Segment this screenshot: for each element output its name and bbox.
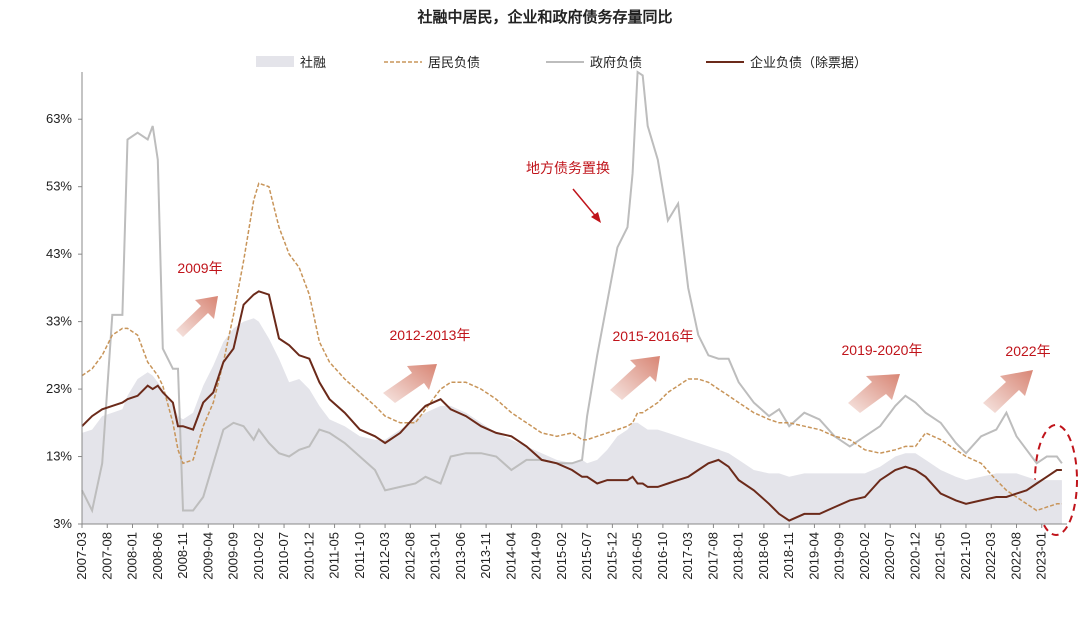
annotation: 2019-2020年: [842, 342, 923, 358]
x-tick-label: 2011-10: [352, 532, 367, 579]
pointer-head: [591, 212, 601, 223]
annotation: 2009年: [177, 260, 222, 276]
plot-area: [81, 70, 1063, 524]
line-series: [81, 70, 1063, 514]
x-tick-label: 2014-04: [503, 532, 518, 580]
x-tick-label: 2022-08: [1008, 532, 1023, 580]
x-tick-label: 2015-07: [579, 532, 594, 580]
line-series: [81, 182, 1062, 512]
legend-label: 居民负债: [428, 55, 480, 70]
x-tick-label: 2021-10: [958, 532, 973, 580]
x-tick-label: 2018-11: [781, 532, 796, 579]
x-tick-label: 2009-04: [200, 532, 215, 580]
x-tick-label: 2012-08: [402, 532, 417, 580]
x-tick-label: 2019-04: [806, 532, 821, 580]
annotation: 2015-2016年: [613, 328, 694, 344]
chart-title: 社融中居民，企业和政府债务存量同比: [416, 8, 672, 26]
arrow: [383, 364, 437, 403]
y-tick-label: 63%: [46, 111, 72, 126]
x-tick-label: 2007-08: [99, 532, 114, 580]
x-tick-label: 2017-08: [705, 532, 720, 580]
x-tick-label: 2008-01: [125, 532, 140, 580]
area-series: [82, 318, 1062, 524]
x-tick-label: 2008-11: [175, 532, 190, 579]
x-tick-label: 2010-02: [251, 532, 266, 580]
x-tick-label: 2015-02: [554, 532, 569, 580]
x-tick-label: 2023-01: [1034, 532, 1049, 580]
y-tick-label: 3%: [53, 516, 72, 531]
arrows: [176, 296, 1033, 413]
x-tick-label: 2007-03: [74, 532, 89, 580]
x-tick-label: 2017-03: [680, 532, 695, 580]
annotation: 地方债务置换: [526, 160, 610, 176]
x-tick-label: 2016-10: [655, 532, 670, 580]
x-tick-label: 2012-03: [377, 532, 392, 580]
x-tick-label: 2018-06: [756, 532, 771, 580]
legend-swatch: [256, 56, 294, 67]
x-tick-label: 2013-06: [453, 532, 468, 580]
y-tick-label: 53%: [46, 179, 72, 194]
legend-item: 居民负债: [384, 55, 480, 70]
x-tick-label: 2016-05: [630, 532, 645, 580]
y-tick-label: 23%: [46, 381, 72, 396]
x-tick-label: 2022-03: [983, 532, 998, 580]
x-tick-label: 2011-05: [327, 532, 342, 579]
legend-label: 政府负债: [590, 55, 642, 70]
x-tick-label: 2018-01: [731, 532, 746, 580]
arrow: [610, 356, 660, 400]
legend-item: 社融: [256, 55, 326, 70]
y-tick-label: 13%: [46, 449, 72, 464]
x-tick-label: 2021-05: [933, 532, 948, 580]
x-tick-label: 2010-07: [276, 532, 291, 580]
x-tick-label: 2019-09: [832, 532, 847, 580]
arrow: [983, 370, 1033, 413]
x-tick-label: 2014-09: [529, 532, 544, 580]
y-tick-label: 33%: [46, 314, 72, 329]
legend-label: 企业负债（除票据）: [750, 55, 867, 70]
arrow: [176, 296, 218, 337]
x-tick-label: 2008-06: [150, 532, 165, 580]
x-tick-label: 2015-12: [604, 532, 619, 580]
annotation: 2022年: [1005, 343, 1050, 359]
x-tick-label: 2013-11: [478, 532, 493, 579]
line-series: [81, 290, 1062, 522]
x-tick-label: 2009-09: [226, 532, 241, 580]
x-tick-label: 2010-12: [301, 532, 316, 580]
y-tick-label: 43%: [46, 246, 72, 261]
annotation: 2012-2013年: [390, 327, 471, 343]
pointer-line: [572, 188, 599, 220]
legend-label: 社融: [300, 55, 326, 70]
arrow: [848, 374, 900, 413]
legend-item: 企业负债（除票据）: [706, 55, 867, 70]
legend-item: 政府负债: [546, 55, 642, 70]
x-tick-label: 2013-01: [428, 532, 443, 580]
x-tick-label: 2020-12: [907, 532, 922, 580]
x-tick-label: 2020-07: [882, 532, 897, 580]
x-tick-label: 2020-02: [857, 532, 872, 580]
